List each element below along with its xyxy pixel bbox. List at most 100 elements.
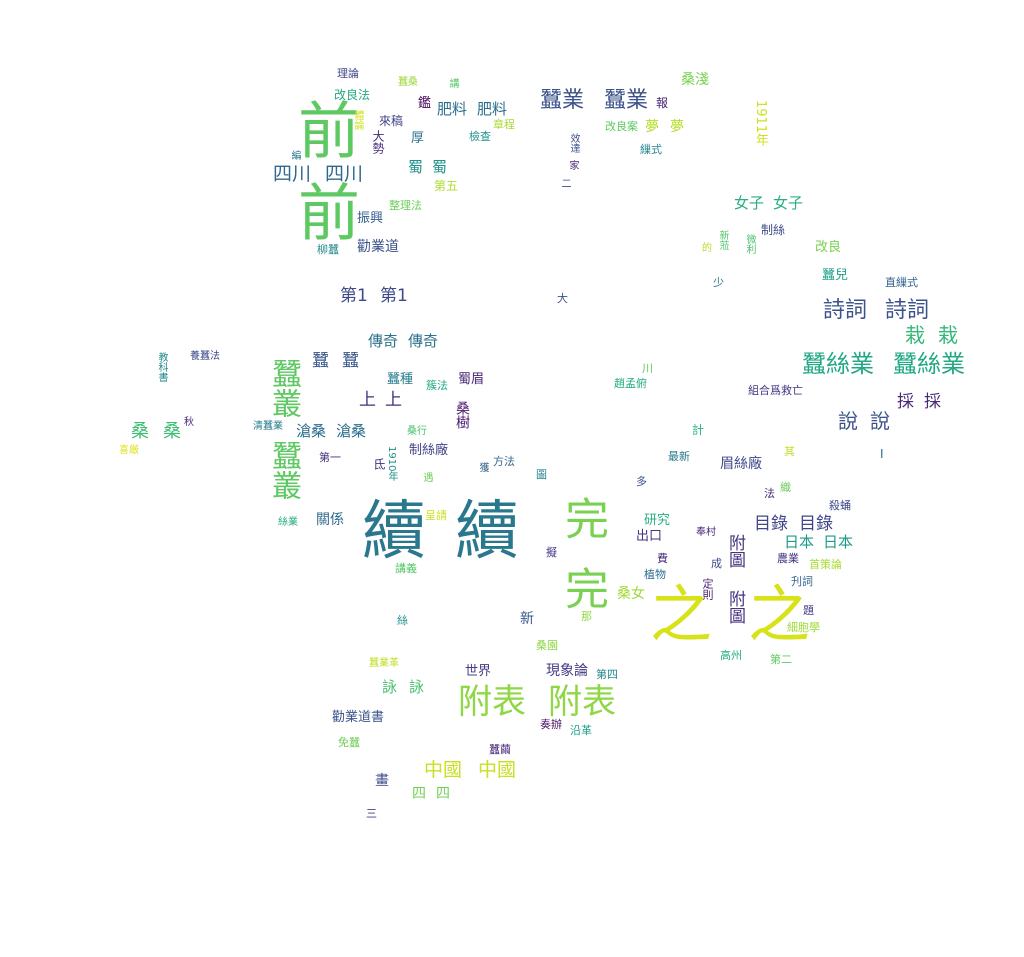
word: 蜀: [432, 158, 448, 176]
word: 多: [636, 475, 647, 488]
word: 蠶業: [604, 88, 649, 113]
word: 二: [559, 178, 570, 188]
word: 三: [366, 807, 377, 820]
word: 蜀眉: [458, 372, 485, 387]
word: 附表: [458, 682, 526, 722]
word: 厚: [411, 131, 425, 146]
word: 四川: [273, 163, 312, 185]
word: 目錄: [754, 514, 788, 534]
word: 桑: [163, 421, 181, 442]
word: 蠶兒: [822, 268, 849, 283]
word: 制絲廠: [409, 443, 449, 458]
word: 上: [359, 390, 376, 410]
word: 費: [657, 552, 668, 565]
word: 氐: [372, 458, 386, 470]
word: 少: [713, 276, 724, 289]
word: 編: [289, 150, 300, 160]
word: 第二: [770, 653, 792, 666]
word: 第1: [380, 286, 408, 306]
word: 眉絲廠: [720, 456, 762, 472]
word: 夢: [670, 119, 684, 135]
word: 採: [924, 392, 941, 412]
word: 理論: [337, 67, 359, 80]
word: 附表: [548, 682, 616, 722]
word: 首策論: [809, 558, 842, 571]
word: 蜀: [408, 158, 424, 176]
word: 詠: [409, 678, 425, 696]
word: 遇: [421, 472, 432, 482]
word: 第五: [434, 179, 459, 193]
word: 之: [650, 578, 713, 651]
word: 振興: [357, 211, 384, 226]
word: 沿革: [570, 724, 592, 737]
word: 詩詞: [885, 298, 930, 323]
word: 滄桑: [296, 422, 327, 440]
word: 新: [520, 611, 534, 627]
word: 的: [702, 243, 712, 254]
word: 詩詞: [823, 298, 868, 323]
word: 日本: [823, 533, 854, 551]
word: 養蠶法: [190, 351, 220, 362]
word: 最新: [668, 450, 690, 463]
word: 第一: [319, 451, 341, 464]
word: 女子: [734, 194, 765, 212]
word: 講義: [395, 562, 417, 575]
word: 大勢: [371, 130, 385, 154]
word: 桑行: [407, 426, 427, 437]
word: 免蠶: [338, 736, 360, 749]
word: 殺蛹: [829, 499, 851, 512]
word: 講: [447, 78, 458, 88]
word: 奏辦: [540, 718, 562, 731]
word: 喜厳: [119, 445, 139, 456]
word: 計: [692, 423, 705, 437]
word: 體論: [352, 110, 363, 130]
word: 蠶: [342, 351, 359, 371]
word: 附圖: [725, 534, 745, 568]
word: 趙孟俯: [614, 377, 647, 390]
word: 大: [557, 292, 568, 305]
word: 出口: [636, 529, 663, 544]
word: 前: [287, 98, 360, 160]
word: 簇法: [426, 379, 448, 392]
word: 肥料: [477, 100, 508, 118]
word: 章程: [493, 118, 515, 131]
word: 畫: [375, 773, 389, 789]
word: 前: [287, 180, 360, 242]
word: 四: [436, 786, 450, 802]
word: 四: [412, 786, 426, 802]
word: 桑園: [536, 639, 558, 652]
word: 現象論: [546, 663, 588, 679]
word: 說: [870, 409, 890, 433]
word: 第1: [340, 286, 368, 306]
word: 組合爲救亡: [748, 384, 803, 397]
word: 法: [764, 487, 775, 500]
word: 蠶繭: [489, 743, 511, 756]
word: 奉村: [696, 527, 716, 538]
word: 教科書: [156, 352, 167, 382]
word: 蠶種: [387, 372, 414, 387]
word: 日本: [784, 533, 815, 551]
word: 夢: [645, 119, 659, 135]
word: 栽: [905, 323, 925, 347]
word: 整理法: [389, 199, 422, 212]
word: 農業: [777, 552, 799, 565]
word: 說: [838, 409, 858, 433]
word: 呈請: [425, 509, 447, 522]
word: 中國: [424, 759, 463, 781]
word: 檢查: [469, 130, 491, 143]
word: 勸業道書: [332, 710, 385, 725]
word: 肥料: [437, 100, 468, 118]
word: 細胞學: [787, 621, 820, 634]
word: 世界: [465, 664, 492, 679]
word: 效達: [568, 133, 579, 153]
word: 定則: [701, 578, 714, 600]
word: 獲: [477, 462, 488, 472]
word: 採: [897, 392, 914, 412]
word: 女子: [773, 194, 804, 212]
word: 1911年: [753, 100, 768, 147]
word: 傳奇: [368, 332, 399, 350]
word: 關係: [316, 512, 344, 528]
word: 詠: [382, 678, 398, 696]
word: 續: [455, 495, 519, 569]
